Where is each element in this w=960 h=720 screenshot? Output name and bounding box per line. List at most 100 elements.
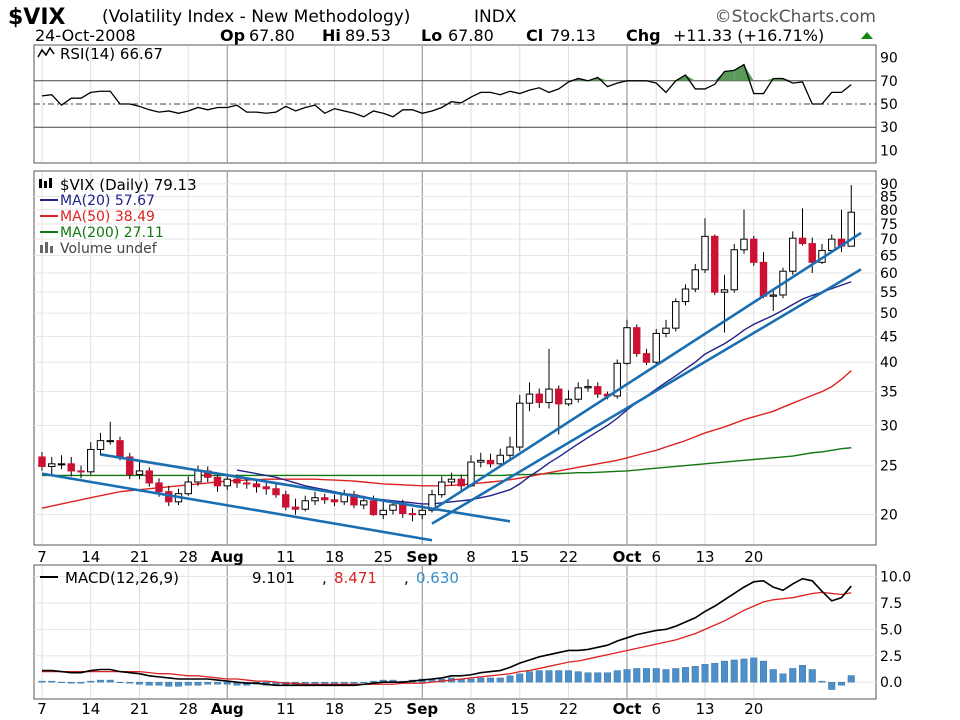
rsi-overbought-fill <box>744 64 754 81</box>
macd-histogram-bar <box>535 670 543 683</box>
candle-body <box>701 235 709 271</box>
candle-body <box>243 482 251 485</box>
price-legend-title: $VIX (Daily) 79.13 <box>60 176 197 194</box>
price-x-tick: Sep <box>406 548 438 566</box>
macd-x-tick: 13 <box>695 700 714 718</box>
price-x-tick: 28 <box>179 548 198 566</box>
price-x-tick: 15 <box>510 548 529 566</box>
candle-body <box>106 440 114 443</box>
candle <box>750 236 758 266</box>
macd-histogram-bar <box>574 671 582 683</box>
macd-y-tick: 7.5 <box>880 596 902 612</box>
macd-legend-value: 9.101 <box>252 569 295 587</box>
candle-body <box>135 470 144 476</box>
candle <box>340 489 348 505</box>
macd-histogram-bar <box>321 681 329 684</box>
macd-histogram-bar <box>838 681 846 686</box>
candle-body <box>623 327 631 364</box>
macd-histogram-bar <box>799 665 807 683</box>
macd-histogram-bar <box>184 681 192 686</box>
volume-legend-icon <box>40 242 53 253</box>
macd-histogram-bar <box>38 680 46 683</box>
candle <box>652 329 660 365</box>
candle-body <box>87 448 95 473</box>
macd-histogram-bar <box>672 668 680 683</box>
candle-body <box>477 459 485 463</box>
macd-histogram-bar <box>311 681 319 684</box>
macd-histogram-bar <box>769 669 777 683</box>
price-y-tick: 70 <box>880 232 898 248</box>
exchange-label: INDX <box>474 7 517 27</box>
candle-body <box>652 332 660 363</box>
macd-histogram-bar <box>594 672 602 683</box>
price-x-tick: 11 <box>276 548 295 566</box>
macd-panel <box>38 577 855 690</box>
candle-body <box>506 446 514 456</box>
macd-histogram-bar <box>496 677 504 683</box>
macd-histogram-bar <box>135 681 143 685</box>
candle <box>808 237 816 274</box>
candle <box>623 319 631 365</box>
candle <box>672 298 680 332</box>
price-x-tick: 21 <box>130 548 149 566</box>
macd-histogram-bar <box>155 681 163 686</box>
candle <box>291 498 300 515</box>
rsi-panel <box>41 63 852 118</box>
price-x-tick: 7 <box>37 548 47 566</box>
macd-histogram-bar <box>204 681 212 685</box>
macd-histogram-bar <box>789 668 797 683</box>
macd-histogram-bar <box>506 675 514 683</box>
macd-y-tick: 0.0 <box>880 675 902 691</box>
candle-body <box>360 500 368 506</box>
grid-lines <box>34 46 876 698</box>
candle-body <box>389 504 397 511</box>
chart-header: $VIX (Volatility Index - New Methodology… <box>8 5 876 45</box>
candle <box>730 243 738 293</box>
candle-body <box>379 509 387 516</box>
price-y-tick: 25 <box>880 459 898 475</box>
macd-x-tick: 25 <box>374 700 393 718</box>
macd-histogram-bar <box>701 664 709 683</box>
price-panel-frame <box>33 170 877 546</box>
candle-body <box>184 481 192 495</box>
candle-body <box>145 470 153 484</box>
candle <box>506 436 514 459</box>
macd-legend: MACD(12,26,9) 9.101 , 8.471 , 0.630 <box>40 569 459 587</box>
candle <box>496 448 504 467</box>
high-value: 89.53 <box>345 26 391 45</box>
price-legend: $VIX (Daily) 79.13 MA(20) 57.67 MA(50) 3… <box>39 176 197 257</box>
price-y-tick: 45 <box>880 329 898 345</box>
macd-histogram-bar <box>477 677 485 683</box>
price-y-tick: 85 <box>880 189 898 205</box>
macd-histogram-bar <box>194 681 202 686</box>
symbol-description: (Volatility Index - New Methodology) <box>102 7 410 27</box>
macd-histogram-bar <box>691 666 699 683</box>
candle <box>477 452 485 468</box>
price-y-tick: 65 <box>880 248 898 264</box>
candle <box>769 288 777 311</box>
signal-legend-value: 8.471 <box>334 569 377 587</box>
macd-x-tick: 18 <box>325 700 344 718</box>
macd-x-tick: Aug <box>211 700 244 718</box>
candle <box>252 479 261 493</box>
price-x-tick: Oct <box>613 548 642 566</box>
candle <box>57 455 66 470</box>
macd-x-tick: Oct <box>613 700 642 718</box>
macd-histogram-bar <box>740 658 748 683</box>
macd-x-tick: 21 <box>130 700 149 718</box>
candle-body <box>535 393 543 404</box>
candle-body <box>399 504 407 515</box>
candle-body <box>730 249 738 291</box>
candle-body <box>408 513 417 516</box>
candle <box>584 379 592 392</box>
candle-body <box>516 402 524 448</box>
ma200-legend-label: MA(200) 27.11 <box>60 225 164 241</box>
price-panel <box>38 185 855 522</box>
candle <box>438 476 446 498</box>
macd-x-tick: 22 <box>559 700 578 718</box>
macd-histogram-bar <box>613 670 621 683</box>
candle <box>262 481 270 495</box>
candle <box>545 348 553 409</box>
macd-histogram-bar <box>643 668 651 683</box>
macd-histogram-bar <box>96 679 104 683</box>
